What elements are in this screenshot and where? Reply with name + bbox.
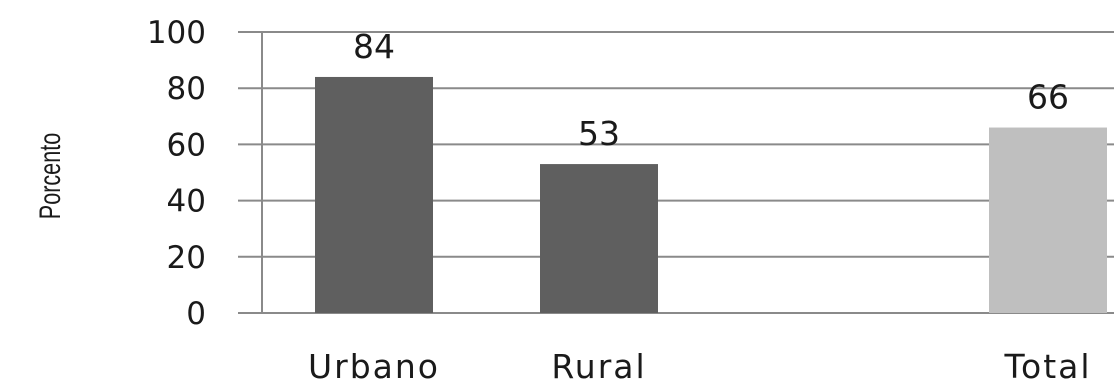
- x-axis-labels: Urbano Rural Total: [308, 347, 1091, 383]
- y-axis-ticks: 0 20 40 60 80 100: [147, 15, 206, 332]
- bar-rural: [540, 164, 658, 313]
- data-label: 53: [578, 114, 620, 153]
- x-tick-label: Urbano: [308, 347, 440, 383]
- y-tick-label: 60: [167, 127, 206, 163]
- y-tick-label: 20: [167, 240, 206, 276]
- y-tick-label: 80: [167, 71, 206, 107]
- y-tick-label: 0: [186, 296, 206, 332]
- y-axis-title: Porcento: [32, 133, 66, 219]
- bars: [315, 76, 1107, 314]
- bar-total: [989, 127, 1107, 313]
- x-tick-label: Rural: [551, 347, 646, 383]
- data-labels: 84 53 66: [353, 27, 1069, 153]
- data-label: 84: [353, 27, 395, 66]
- data-label: 66: [1027, 78, 1069, 117]
- x-tick-label: Total: [1003, 347, 1091, 383]
- y-tick-label: 100: [147, 15, 206, 51]
- y-tick-label: 40: [167, 184, 206, 220]
- bar-urbano: [315, 76, 433, 314]
